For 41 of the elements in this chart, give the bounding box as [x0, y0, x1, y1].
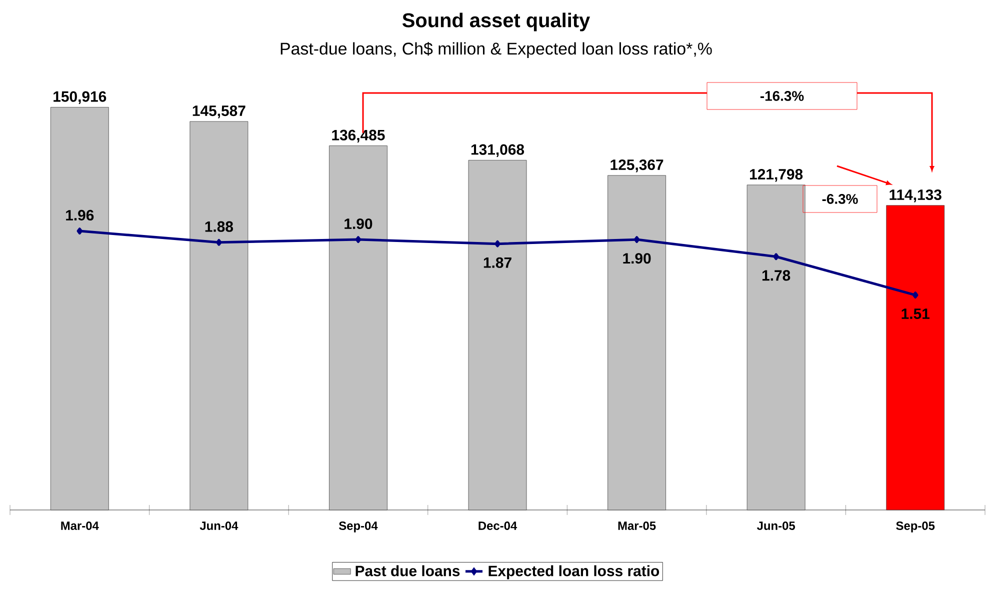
data-label: 1.87 — [484, 257, 512, 268]
legend-label: Past due loans — [356, 565, 460, 576]
bar — [886, 205, 945, 510]
point — [216, 238, 222, 246]
annotation: -16.3% — [760, 91, 804, 101]
x-tick-label: Sep-04 — [338, 522, 378, 532]
x-tick-label: Jun-05 — [757, 522, 796, 530]
data-label: 145,587 — [192, 105, 246, 118]
x-tick-label: Mar-04 — [61, 522, 99, 530]
data-label: 1.51 — [902, 308, 930, 320]
data-label: 131,068 — [471, 144, 524, 157]
bar — [329, 146, 388, 510]
point — [76, 228, 83, 234]
point — [355, 236, 362, 243]
bar — [746, 184, 806, 510]
legend-label: Expected loan loss ratio — [488, 565, 660, 580]
x-tick-label: Sep-05 — [896, 522, 935, 532]
data-label: 1.90 — [623, 253, 651, 264]
data-label: 1.88 — [205, 221, 234, 232]
data-label: 125,367 — [610, 159, 664, 172]
chart-subtitle: Past-due loans, Ch$ million & Expected loan loss ratio*,% — [280, 42, 712, 58]
data-label: 1.78 — [762, 270, 790, 281]
data-label: 121,798 — [750, 168, 803, 182]
data-label: 1.90 — [344, 218, 372, 230]
annotation: -6.3% — [822, 194, 858, 204]
data-label: 1.96 — [66, 210, 94, 220]
point — [494, 240, 500, 248]
chart-title: Sound asset quality — [402, 12, 590, 32]
data-label: 114,133 — [890, 189, 942, 202]
bar — [608, 175, 666, 510]
point — [634, 236, 640, 243]
data-label: 136,485 — [332, 130, 385, 143]
bar — [468, 160, 527, 510]
data-label: 150,916 — [54, 91, 106, 104]
bar — [190, 121, 248, 510]
point — [773, 253, 779, 260]
x-tick-label: Jun-04 — [200, 522, 238, 530]
x-tick-label: Mar-05 — [618, 522, 656, 530]
x-tick-label: Dec-04 — [478, 522, 518, 530]
point — [912, 292, 918, 299]
bar — [50, 107, 109, 510]
